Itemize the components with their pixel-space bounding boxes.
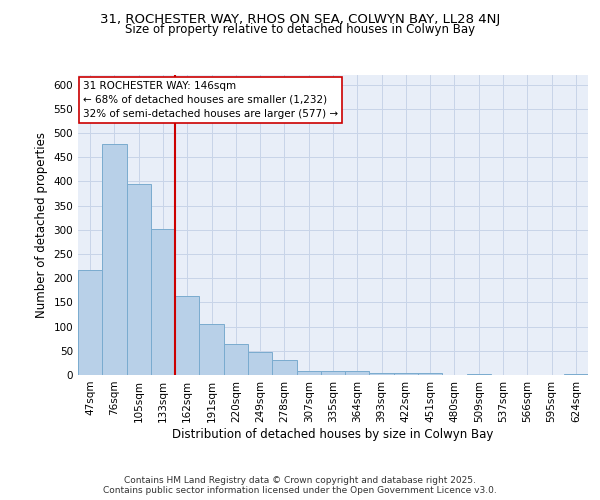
Bar [102,144,127,375]
Bar [394,372,418,375]
Bar [321,370,345,375]
Bar [345,370,370,375]
Bar [272,360,296,375]
X-axis label: Distribution of detached houses by size in Colwyn Bay: Distribution of detached houses by size … [172,428,494,440]
Y-axis label: Number of detached properties: Number of detached properties [35,132,48,318]
Text: 31, ROCHESTER WAY, RHOS ON SEA, COLWYN BAY, LL28 4NJ: 31, ROCHESTER WAY, RHOS ON SEA, COLWYN B… [100,12,500,26]
Bar [467,374,491,375]
Bar [224,344,248,375]
Bar [418,372,442,375]
Bar [564,374,588,375]
Bar [151,229,175,375]
Text: 31 ROCHESTER WAY: 146sqm
← 68% of detached houses are smaller (1,232)
32% of sem: 31 ROCHESTER WAY: 146sqm ← 68% of detach… [83,81,338,119]
Bar [175,296,199,375]
Bar [370,372,394,375]
Text: Contains HM Land Registry data © Crown copyright and database right 2025.
Contai: Contains HM Land Registry data © Crown c… [103,476,497,495]
Bar [199,324,224,375]
Bar [248,352,272,375]
Bar [78,270,102,375]
Text: Size of property relative to detached houses in Colwyn Bay: Size of property relative to detached ho… [125,22,475,36]
Bar [127,184,151,375]
Bar [296,370,321,375]
